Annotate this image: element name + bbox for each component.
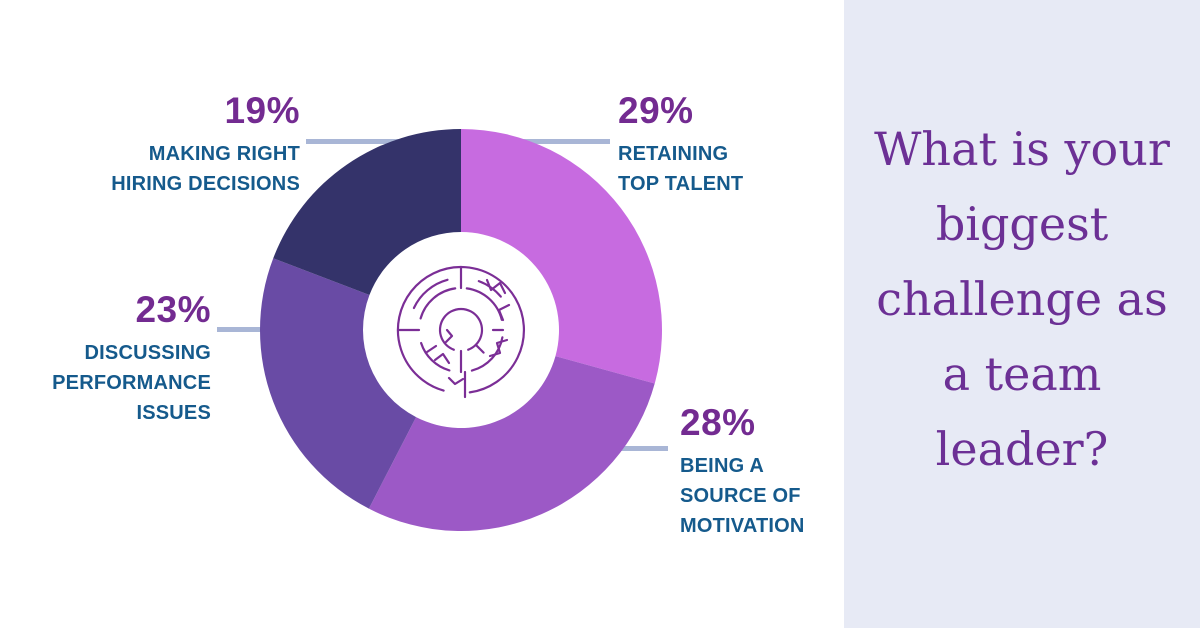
category-label: RETAINING TOP TALENT: [618, 139, 828, 199]
question-line: leader?: [935, 422, 1109, 476]
donut-segment-28: [368, 356, 655, 532]
question-text: What is your biggest challenge as a team…: [844, 112, 1200, 487]
question-line: a team: [942, 347, 1102, 401]
category-line: RETAINING: [618, 143, 729, 165]
donut-segment-29: [461, 129, 662, 384]
percent-label: 23%: [135, 289, 211, 330]
category-line: MAKING RIGHT: [148, 143, 300, 165]
category-line: PERFORMANCE: [52, 372, 211, 394]
maze-icon: [396, 265, 525, 399]
percent-label: 29%: [618, 90, 694, 131]
category-label: DISCUSSING PERFORMANCE ISSUES: [30, 338, 211, 428]
category-label: MAKING RIGHT HIRING DECISIONS: [60, 139, 300, 199]
callout-being-a-source-of-motivation: 28% BEING A SOURCE OF MOTIVATION: [680, 404, 890, 541]
category-line: SOURCE OF: [680, 485, 801, 507]
category-line: MOTIVATION: [680, 515, 805, 537]
callout-retaining-top-talent: 29% RETAINING TOP TALENT: [618, 92, 828, 199]
callout-line-29: [468, 139, 610, 144]
question-line: challenge as: [876, 272, 1168, 326]
category-line: ISSUES: [136, 402, 211, 424]
callout-making-right-hiring-decisions: 19% MAKING RIGHT HIRING DECISIONS: [60, 92, 300, 199]
percent-label: 19%: [224, 90, 300, 131]
donut-segment-23: [260, 258, 417, 509]
question-line: biggest: [935, 197, 1109, 251]
callout-line-19: [306, 139, 458, 144]
callout-line-28: [602, 446, 668, 451]
category-line: BEING A: [680, 455, 764, 477]
category-label: BEING A SOURCE OF MOTIVATION: [680, 451, 890, 541]
callout-discussing-performance-issues: 23% DISCUSSING PERFORMANCE ISSUES: [30, 291, 211, 428]
category-line: DISCUSSING: [84, 342, 211, 364]
donut-segment-19: [273, 129, 461, 296]
question-panel: What is your biggest challenge as a team…: [844, 0, 1200, 628]
percent-label: 28%: [680, 402, 756, 443]
donut-chart: [260, 129, 662, 532]
category-line: HIRING DECISIONS: [111, 173, 300, 195]
callout-line-23: [217, 327, 290, 332]
category-line: TOP TALENT: [618, 173, 744, 195]
question-line: What is your: [874, 122, 1170, 176]
